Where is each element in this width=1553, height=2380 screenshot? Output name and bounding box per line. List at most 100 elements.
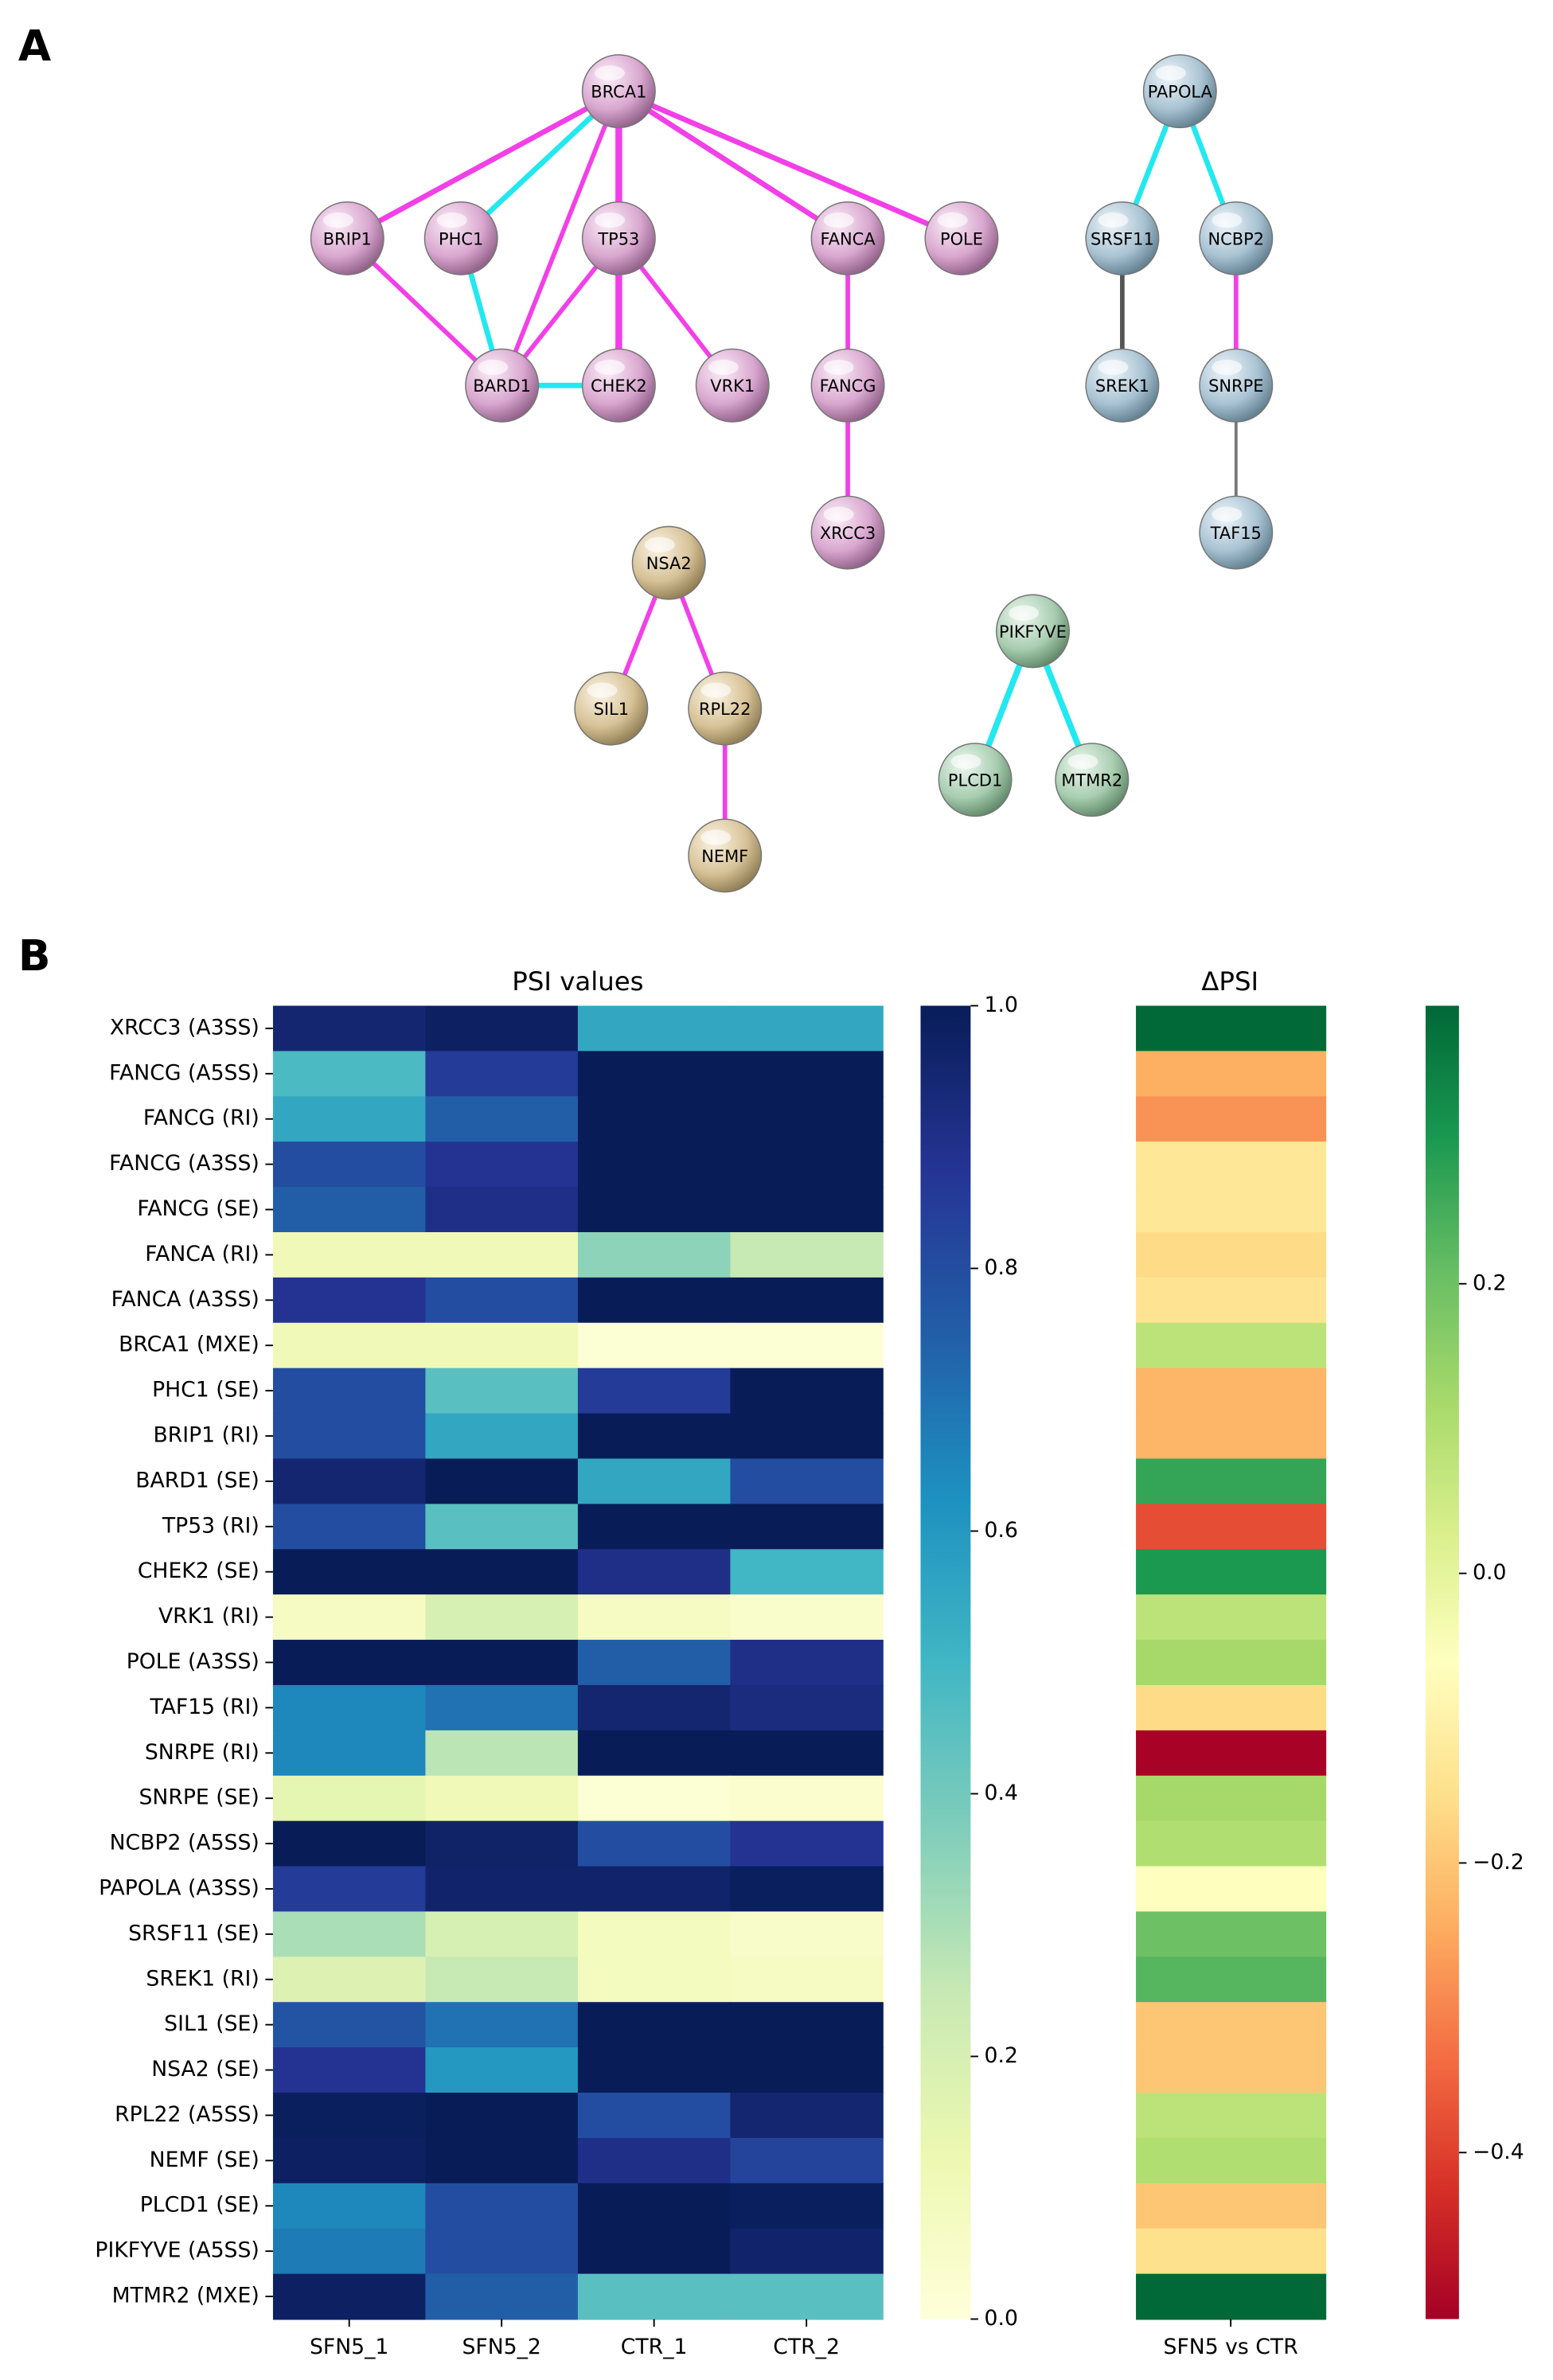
node: SIL1 [574, 671, 649, 746]
heatmap-cell [425, 1549, 579, 1596]
heatmap-cell [577, 2228, 732, 2275]
node-label: SREK1 [1095, 377, 1149, 396]
node: FANCA [810, 201, 885, 275]
node-label: PIKFYVE [999, 622, 1067, 642]
node: BRIP1 [310, 201, 384, 275]
node-label: FANCA [821, 229, 876, 248]
heatmap-cell [1136, 1458, 1327, 1505]
node-label: SRSF11 [1091, 229, 1154, 248]
heatmap-cell [577, 1866, 732, 1913]
y-tick-label: NEMF (SE) [150, 2148, 259, 2172]
heatmap-cell [1136, 1413, 1327, 1460]
x-tick-label: SFN5_2 [462, 2335, 540, 2359]
heatmap-cell [1136, 2183, 1327, 2230]
heatmap-cell [272, 1141, 427, 1188]
colorbar [920, 1005, 971, 2320]
heatmap-cell [577, 1911, 732, 1958]
node-label: FANCG [820, 377, 876, 396]
heatmap-cell [425, 2047, 579, 2093]
x-tick-label: CTR_1 [621, 2335, 688, 2359]
colorbar-tick-label: 0.4 [985, 1781, 1018, 1805]
node-label: NCBP2 [1208, 229, 1265, 248]
colorbar-tick-label: −0.2 [1473, 1850, 1524, 1875]
heatmap-cell [425, 1277, 579, 1324]
heatmap-cell [272, 1957, 427, 2003]
heatmap-cell [425, 1322, 579, 1369]
heatmap-cell [425, 2228, 579, 2275]
heatmap-cell [1136, 1005, 1327, 1052]
heatmap-cell [577, 1413, 732, 1460]
heatmap-cell [730, 2228, 884, 2275]
panel-label: B [18, 931, 51, 981]
heatmap-cell [425, 1957, 579, 2003]
heatmap-cell [272, 1775, 427, 1822]
heatmap-cell [1136, 1231, 1327, 1278]
y-tick-label: MTMR2 (MXE) [112, 2284, 259, 2308]
y-tick-label: BRCA1 (MXE) [119, 1332, 259, 1357]
heatmap-cell [425, 1866, 579, 1913]
x-tick-label: CTR_2 [773, 2335, 840, 2359]
colorbar-tick-label: 0.2 [1473, 1270, 1506, 1295]
node: PIKFYVE [996, 594, 1070, 669]
heatmap-cell [272, 1549, 427, 1596]
node: XRCC3 [810, 495, 885, 570]
node-highlight [1212, 506, 1243, 522]
node-highlight [1155, 65, 1186, 81]
heatmap-cell [425, 2002, 579, 2049]
heatmaps: PSI values SFN5_1 SFN5_2 CTR_1 CTR_2 XRCC3 (A… [95, 966, 1524, 2359]
node: VRK1 [695, 348, 770, 423]
heatmap-cell [272, 1051, 427, 1098]
heatmap-cell [272, 1820, 427, 1867]
heatmap-cell [577, 1549, 732, 1596]
heatmap-cell [730, 1730, 884, 1777]
heatmap-cell [730, 1096, 884, 1143]
heatmap-cell [272, 1911, 427, 1958]
y-tick-label: CHEK2 (SE) [138, 1559, 259, 1583]
heatmap-cell [730, 2002, 884, 2049]
node-highlight [1098, 359, 1129, 375]
colorbar-tick-label: 0.0 [985, 2306, 1018, 2331]
heatmap-cell [425, 1231, 579, 1278]
heatmap-cell [730, 2092, 884, 2139]
heatmap-cell [425, 1640, 579, 1686]
node-highlight [644, 536, 675, 552]
node: PLCD1 [938, 743, 1013, 817]
node-highlight [436, 213, 467, 228]
heatmap-cell [1136, 1594, 1327, 1641]
x-tick-label: SFN5_1 [310, 2335, 388, 2359]
heatmap-cell [425, 1594, 579, 1641]
heatmap-cell [272, 2092, 427, 2139]
y-tick-label: FANCA (A3SS) [111, 1287, 259, 1312]
node: NCBP2 [1199, 201, 1274, 275]
heatmap-cell [1136, 1368, 1327, 1414]
y-tick-label: BARD1 (SE) [135, 1468, 259, 1492]
heatmap-cell [272, 1458, 427, 1505]
heatmap-cell [1136, 1277, 1327, 1324]
heatmap-cell [1136, 1820, 1327, 1867]
heatmap-cell [730, 1820, 884, 1867]
colorbar-tick-label: 0.2 [985, 2043, 1018, 2068]
node: RPL22 [688, 671, 763, 746]
heatmap-cell [425, 1005, 579, 1052]
heatmap-cell [272, 1096, 427, 1143]
y-tick-label: FANCG (A3SS) [109, 1151, 259, 1176]
y-tick-label: PLCD1 (SE) [140, 2193, 259, 2218]
heatmap-cell [425, 1187, 579, 1233]
y-tick-label: FANCG (SE) [137, 1196, 259, 1221]
edge [618, 88, 963, 241]
heatmap-cell [272, 2137, 427, 2184]
heatmap-cell [577, 1051, 732, 1098]
heatmap-cell [1136, 2273, 1327, 2320]
y-tick-label: SNRPE (SE) [139, 1785, 259, 1810]
node: MTMR2 [1055, 743, 1130, 817]
heatmap-cell [1136, 1322, 1327, 1369]
heatmap-cell [272, 1684, 427, 1731]
x-tick-label: SFN5 vs CTR [1164, 2335, 1298, 2359]
heatmap-cell [272, 1730, 427, 1777]
heatmap-cell [730, 1911, 884, 1958]
node-label: NEMF [701, 847, 748, 866]
heatmap-cell [730, 1594, 884, 1641]
heatmap-cell [1136, 2002, 1327, 2049]
heatmap-cell [577, 1957, 732, 2003]
heatmap-cell [272, 1231, 427, 1278]
